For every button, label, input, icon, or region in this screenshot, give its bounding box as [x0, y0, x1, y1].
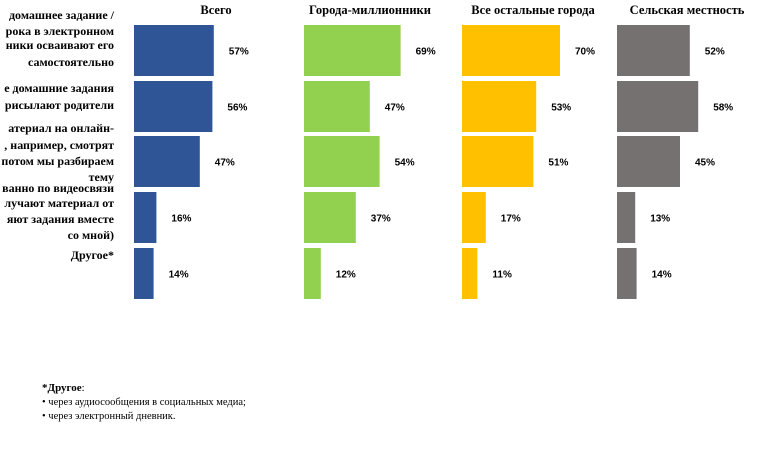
data-label: 16%	[171, 214, 191, 225]
data-label: 53%	[551, 103, 571, 114]
bar	[462, 248, 478, 299]
bar	[134, 25, 214, 76]
category-label: ванно по видеосвязи	[2, 181, 114, 195]
bar	[617, 81, 699, 132]
data-label: 69%	[416, 47, 436, 58]
bar	[462, 192, 486, 243]
data-label: 47%	[385, 103, 405, 114]
bar	[304, 248, 321, 299]
series-header: Всего	[200, 3, 231, 17]
bar	[617, 192, 636, 243]
category-label: атериал на онлайн-	[8, 121, 114, 135]
footnote: *Другое: • через аудиосообщения в социал…	[42, 381, 246, 424]
bar	[462, 136, 534, 187]
bar	[134, 81, 213, 132]
footnote-item: • через аудиосообщения в социальных меди…	[42, 397, 246, 408]
data-label: 45%	[695, 158, 715, 169]
category-label: яют задания вместе	[7, 212, 115, 226]
bar	[617, 25, 690, 76]
data-label: 13%	[650, 214, 670, 225]
category-label: Другое*	[71, 248, 114, 262]
bar	[617, 136, 680, 187]
series-header: Все остальные города	[471, 3, 595, 17]
bar	[462, 81, 537, 132]
data-label: 70%	[575, 47, 595, 58]
category-label: самостоятельно	[28, 55, 114, 69]
category-label: лучают материал от	[4, 196, 114, 210]
footnote-item: • через электронный дневник.	[42, 411, 176, 422]
category-label: рока в электронном	[6, 24, 114, 38]
data-label: 12%	[336, 270, 356, 281]
footnote-title: *Другое:	[42, 382, 85, 394]
data-label: 52%	[705, 47, 725, 58]
data-label: 51%	[548, 158, 568, 169]
category-label: ники осваивают его	[6, 38, 114, 52]
series-header: Сельская местность	[630, 3, 745, 17]
data-label: 14%	[652, 270, 672, 281]
bar	[304, 25, 401, 76]
category-label: домашнее задание /	[9, 8, 115, 22]
category-label: со мной)	[68, 228, 114, 242]
series-header: Города-миллионники	[309, 3, 431, 17]
bar	[134, 136, 200, 187]
category-label: рисылают родители	[5, 98, 114, 112]
bar	[617, 248, 637, 299]
category-label: потом мы разбираем	[1, 154, 114, 168]
data-label: 58%	[713, 103, 733, 114]
data-label: 47%	[215, 158, 235, 169]
data-label: 37%	[371, 214, 391, 225]
category-label: е домашние задания	[4, 81, 114, 95]
data-label: 56%	[227, 103, 247, 114]
data-label: 57%	[229, 47, 249, 58]
data-label: 54%	[395, 158, 415, 169]
bar	[462, 25, 560, 76]
bar	[304, 136, 380, 187]
bar	[134, 248, 154, 299]
bar	[304, 81, 370, 132]
data-label: 17%	[501, 214, 521, 225]
category-label: , например, смотрят	[4, 138, 114, 152]
data-label: 11%	[492, 270, 512, 281]
category-label: тему	[89, 170, 114, 184]
data-label: 14%	[169, 270, 189, 281]
bar	[304, 192, 356, 243]
bar	[134, 192, 157, 243]
